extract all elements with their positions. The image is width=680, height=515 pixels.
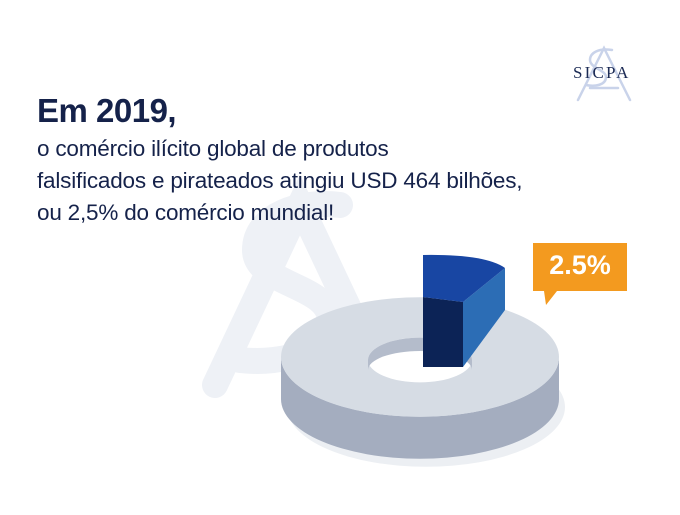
- headline-line-2: falsificados e pirateados atingiu USD 46…: [37, 168, 523, 193]
- slice-front-face: [423, 297, 463, 367]
- donut-ring-side: [281, 357, 559, 459]
- slice-top-face: [423, 254, 505, 302]
- callout-badge: [533, 243, 627, 305]
- headline-line-3: ou 2,5% do comércio mundial!: [37, 200, 335, 225]
- brand-name: SICPA: [573, 63, 631, 82]
- headline-year: Em 2019,: [37, 92, 177, 129]
- callout-label: 2.5%: [549, 250, 611, 280]
- slice-side-face: [463, 268, 505, 367]
- sicpa-logo: [576, 45, 632, 102]
- headline-line-1: o comércio ilícito global de produtos: [37, 136, 389, 161]
